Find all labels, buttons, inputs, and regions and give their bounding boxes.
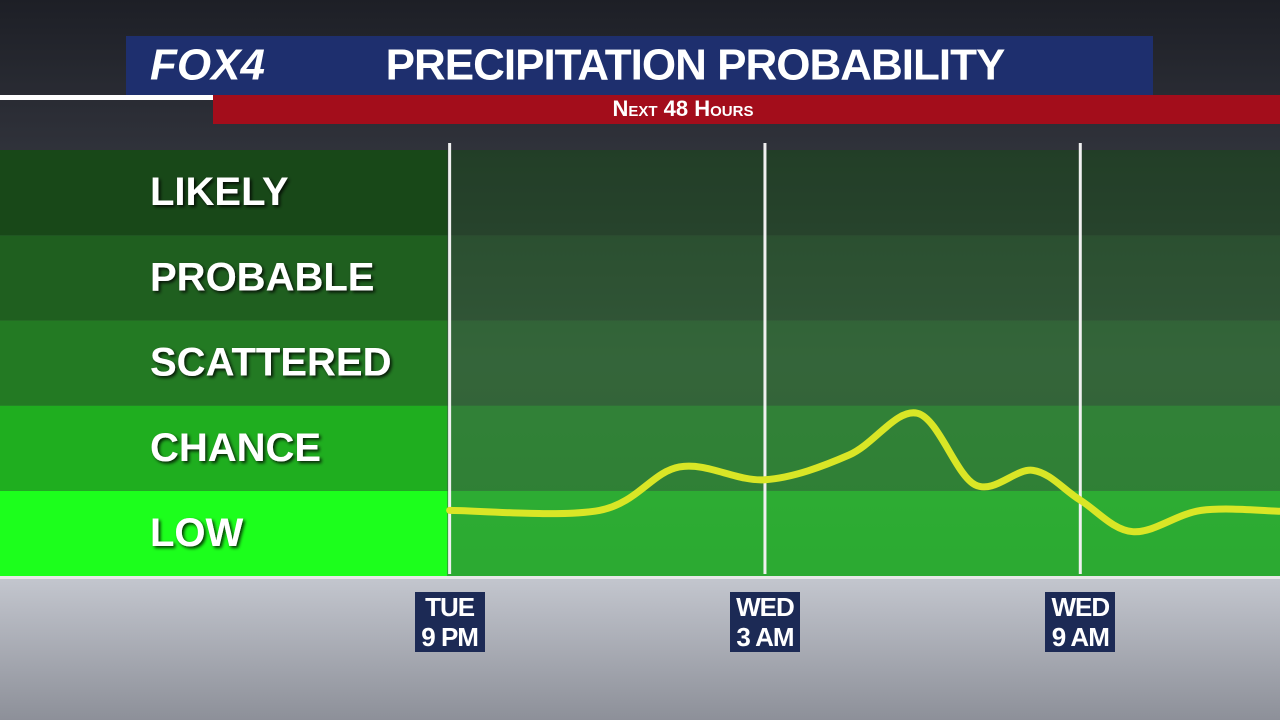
logo: FOX4 <box>150 41 265 90</box>
x-tick-label: WED 3 AM <box>729 592 800 652</box>
band <box>447 490 1280 576</box>
plot-edge <box>0 576 1280 579</box>
band <box>447 320 1280 406</box>
chart-title: PRECIPITATION PROBABILITY <box>386 41 1005 90</box>
line <box>446 409 1280 536</box>
band-label-box <box>0 405 447 491</box>
band-label-box <box>0 320 447 406</box>
y-tick-label: SCATTERED <box>150 341 391 385</box>
band <box>447 235 1280 321</box>
y-tick-label: CHANCE <box>150 426 321 470</box>
y-tick-label: LOW <box>150 511 244 555</box>
band-label-box <box>0 235 447 321</box>
rule <box>0 95 213 100</box>
band <box>447 150 1280 236</box>
y-tick-label: PROBABLE <box>150 255 374 299</box>
x-tick-label: WED 9 AM <box>1045 592 1116 652</box>
band-label-box <box>0 150 447 236</box>
subtitle-bar <box>213 95 1280 124</box>
title-bar <box>126 36 1153 95</box>
chart-subtitle: Next 48 Hours <box>613 96 754 121</box>
y-tick-label: LIKELY <box>150 170 289 214</box>
x-tick-label: TUE 9 PM <box>414 592 485 652</box>
band-label-box <box>0 490 447 576</box>
